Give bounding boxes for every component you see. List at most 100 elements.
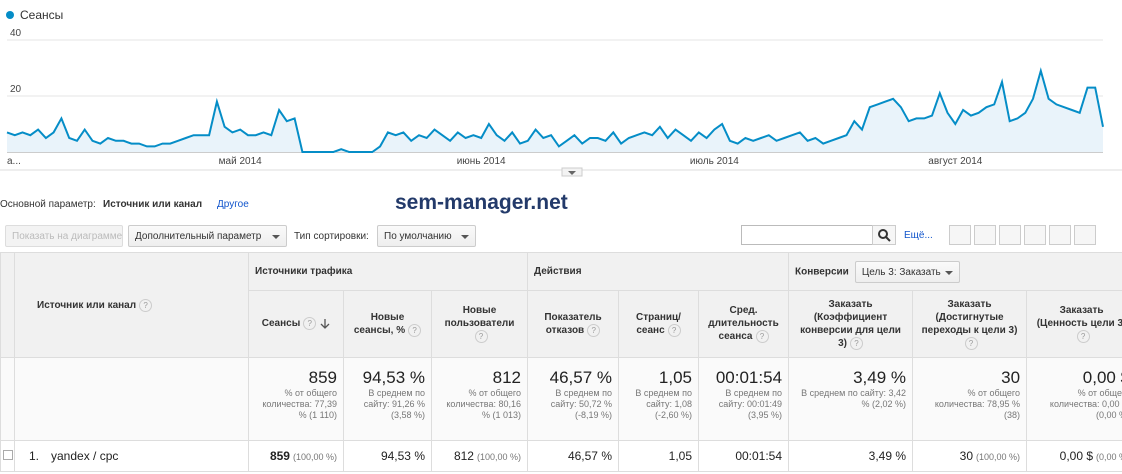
- help-icon[interactable]: ?: [139, 298, 153, 312]
- column-header-label: Заказать (Достигнутые переходы к цели 3): [921, 298, 1018, 336]
- cell-value: 0,00 $: [1059, 449, 1094, 463]
- cell-share: (0,00 %): [1096, 452, 1122, 462]
- total-value: 812: [492, 368, 521, 387]
- total-note: % от общего количества: 78,95 % (38): [934, 388, 1021, 420]
- total-value: 3,49 %: [853, 368, 907, 387]
- column-header-label: Сред. длительность сеанса: [708, 305, 779, 343]
- row-cell: 812 (100,00 %): [431, 440, 528, 472]
- data-table: Источник или канал? Источники трафика Дейс…: [0, 252, 1122, 472]
- x-tick-label: май 2014: [219, 156, 262, 167]
- total-value: 46,57 %: [549, 368, 612, 387]
- total-note: В среднем по сайту: 91,26 % (3,58 %): [363, 388, 425, 420]
- cell-value: 812: [453, 449, 474, 463]
- sort-arrow: [320, 318, 330, 329]
- row-cell: 0,00 $(0,00 %): [1026, 440, 1122, 472]
- secondary-dimension[interactable]: Дополнительный параметр: [128, 225, 287, 247]
- cell-share: (100,00 %): [292, 452, 337, 462]
- cell-value: 30: [959, 449, 973, 463]
- column-header[interactable]: Заказать (Достигнутые переходы к цели 3)…: [912, 290, 1028, 358]
- total-cell: 00:01:54 В среднем по сайту: 00:01:49 (3,…: [697, 357, 790, 441]
- x-tick-label: август 2014: [928, 156, 982, 167]
- data-row: 1. yandex / cpc 859 (100,00 %) 94,53 % 812 (10…: [0, 440, 1122, 472]
- column-header[interactable]: Новые пользователи?: [431, 290, 528, 358]
- column-header-label: Заказать (Ценность цели 3): [1036, 305, 1122, 330]
- view-table[interactable]: [949, 225, 971, 245]
- total-note: В среднем по сайту: 3,42 % (2,02 %): [801, 388, 907, 409]
- help-icon[interactable]: ?: [408, 323, 422, 337]
- row-cell: 46,57 %: [527, 440, 619, 472]
- select-all: [0, 252, 15, 358]
- legend-marker: [6, 11, 14, 19]
- column-header-row: Сеансы? Новые сеансы, %? Новые пользовател…: [1, 290, 1122, 358]
- column-header-label: Новые сеансы, %: [353, 311, 406, 337]
- total-note: % от общего количества: 80,16 % (1 013): [446, 388, 521, 420]
- y-tick-label: 40: [10, 28, 22, 39]
- total-value: 859: [308, 368, 337, 387]
- group-header: Конверсии Цель 3: Заказать: [788, 252, 1122, 291]
- view-performance[interactable]: [999, 225, 1021, 245]
- x-tick-label: июль 2014: [690, 156, 739, 167]
- help-icon[interactable]: ?: [667, 323, 681, 337]
- row-dimension: 1. yandex / cpc: [14, 440, 249, 472]
- cell-value: 46,57 %: [567, 449, 612, 463]
- goal-selector[interactable]: Цель 3: Заказать: [854, 260, 960, 283]
- view-pie[interactable]: [974, 225, 996, 245]
- row-name[interactable]: yandex / cpc: [51, 449, 119, 463]
- group-header-row: Источник или канал? Источники трафика Дейс…: [0, 252, 1122, 358]
- help-icon[interactable]: ?: [964, 336, 978, 350]
- total-cell: 46,57 % В среднем по сайту: 50,72 % (-8,1…: [527, 357, 619, 441]
- primary-dimension: Источник или канал: [103, 199, 203, 210]
- column-header-label: Страниц/ сеанс: [636, 311, 681, 337]
- help-icon[interactable]: ?: [1076, 330, 1090, 344]
- help-icon[interactable]: ?: [849, 336, 863, 350]
- search-button[interactable]: [872, 225, 896, 245]
- totals-row: 859% от общего количества: 77,39 % (1 11…: [0, 357, 1122, 441]
- total-value: 30: [1001, 368, 1021, 387]
- column-header[interactable]: Новые сеансы, %?: [343, 290, 432, 358]
- view-pivot[interactable]: [1074, 225, 1096, 245]
- dimension-header: Источник или канал?: [14, 252, 249, 358]
- row-cell: 30 (100,00 %): [912, 440, 1028, 472]
- total-note: % от общего количества: 77,39 % (1 110): [262, 388, 337, 420]
- sort-label: Тип сортировки:: [294, 231, 369, 242]
- help-icon[interactable]: ?: [474, 330, 488, 344]
- row-cell: 1,05: [618, 440, 699, 472]
- cell-share: (100,00 %): [476, 452, 521, 462]
- total-value: 0,00 $: [1082, 368, 1122, 387]
- total-cell: 812% от общего количества: 80,16 % (1 01…: [431, 357, 528, 441]
- row-cell: 859 (100,00 %): [248, 440, 344, 472]
- group-header: Источники трафика: [248, 252, 528, 291]
- column-header[interactable]: Страниц/ сеанс?: [618, 290, 699, 358]
- view-term-cloud[interactable]: [1049, 225, 1071, 245]
- other-dimension[interactable]: Другое: [217, 199, 249, 210]
- sort-arrow-shape: [320, 318, 330, 329]
- total-cell: 0,00 $% от общего количества: 0,00 % (0,…: [1026, 357, 1122, 441]
- y-tick-label: 20: [10, 84, 22, 95]
- chart: 20 40 Сеансы а... май 2014 июнь 2014 июль 2014…: [0, 8, 1122, 177]
- checkbox[interactable]: [3, 450, 13, 460]
- cell-value: 1,05: [668, 449, 692, 463]
- total-cell: 94,53 % В среднем по сайту: 91,26 % (3,58…: [343, 357, 432, 441]
- column-header-label: Заказать (Коэффициент конверсии для цели…: [800, 298, 901, 350]
- more-link[interactable]: Ещё...: [904, 230, 933, 241]
- column-header[interactable]: Сред. длительность сеанса?: [697, 290, 790, 358]
- show-on-chart-button[interactable]: Показать на диаграмме: [5, 225, 123, 247]
- dimension-header-label: Источник или канал: [37, 299, 137, 311]
- total-cell: 30% от общего количества: 78,95 % (38): [912, 357, 1028, 441]
- chart-toggle-arrow: [568, 171, 576, 175]
- column-header[interactable]: Заказать (Ценность цели 3)?: [1026, 290, 1122, 358]
- column-header[interactable]: Заказать (Коэффициент конверсии для цели…: [788, 290, 914, 358]
- column-header[interactable]: Сеансы?: [248, 290, 344, 358]
- totals-select: [0, 357, 15, 441]
- search-input[interactable]: [741, 225, 873, 245]
- view-comparison[interactable]: [1024, 225, 1046, 245]
- search-icon: [878, 229, 891, 242]
- help-icon[interactable]: ?: [303, 317, 317, 331]
- column-header[interactable]: Показатель отказов?: [527, 290, 619, 358]
- help-icon[interactable]: ?: [755, 330, 769, 344]
- help-icon[interactable]: ?: [587, 323, 601, 337]
- sort-type[interactable]: По умолчанию: [377, 225, 476, 247]
- total-note: В среднем по сайту: 00:01:49 (3,95 %): [718, 388, 783, 420]
- total-value: 00:01:54: [715, 368, 783, 387]
